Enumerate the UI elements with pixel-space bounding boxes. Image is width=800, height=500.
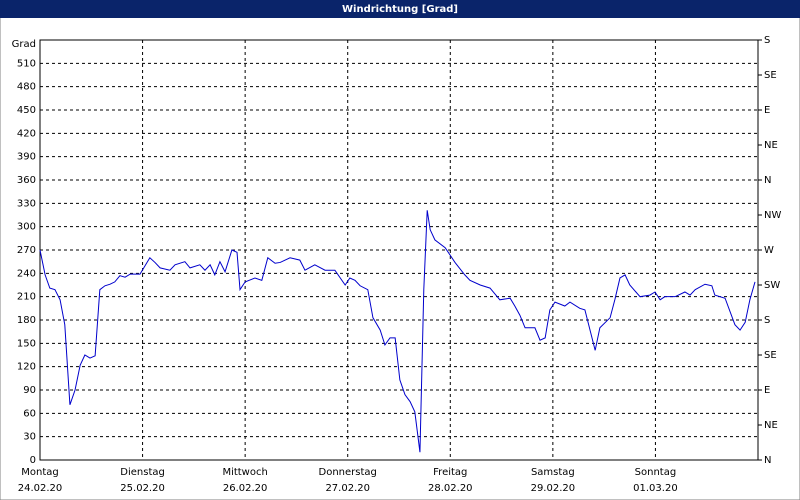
y-tick-label: 0: [30, 455, 36, 466]
y-tick-label: 510: [17, 58, 36, 69]
chart-title: Windrichtung [Grad]: [342, 4, 458, 15]
x-tick-label: Sonntag: [635, 467, 677, 478]
y-tick-label: 360: [17, 175, 36, 186]
y2-tick-label: NE: [764, 420, 778, 431]
x-tick-date: 24.02.20: [18, 483, 63, 494]
y-tick-label: 480: [17, 82, 36, 93]
y-tick-label: 240: [17, 268, 36, 279]
x-tick-label: Freitag: [433, 467, 467, 478]
y-tick-label: 420: [17, 128, 36, 139]
x-tick-label: Montag: [21, 467, 58, 478]
y-tick-label: 390: [17, 152, 36, 163]
x-tick-label: Samstag: [531, 467, 575, 478]
y2-tick-label: E: [764, 105, 770, 116]
line-series: [39, 210, 756, 453]
y-tick-label: 90: [23, 385, 36, 396]
y2-tick-label: N: [764, 175, 771, 186]
y-axis-label: Grad: [12, 39, 36, 50]
y2-tick-label: NE: [764, 140, 778, 151]
y-tick-label: 450: [17, 105, 36, 116]
y-tick-label: 270: [17, 245, 36, 256]
y-tick-label: 30: [23, 432, 36, 443]
x-tick-date: 01.03.20: [633, 483, 678, 494]
plot: 0 30 60 90 120 150 180 210 240 270 300 330 360 390 420…: [17, 35, 782, 494]
y2-tick-label: W: [764, 245, 774, 256]
x-tick-label: Donnerstag: [319, 467, 377, 478]
y2-tick-label: SE: [764, 70, 777, 81]
y-tick-label: 150: [17, 338, 36, 349]
y2-tick-label: S: [764, 35, 770, 46]
y2-tick-label: SW: [764, 280, 780, 291]
y-tick-label: 210: [17, 292, 36, 303]
x-tick-date: 28.02.20: [428, 483, 473, 494]
x-tick-date: 26.02.20: [223, 483, 268, 494]
title-bar: [0, 0, 800, 18]
y-tick-label: 120: [17, 362, 36, 373]
y2-tick-label: NW: [764, 210, 781, 221]
y-tick-label: 300: [17, 222, 36, 233]
x-tick-label: Mittwoch: [222, 467, 267, 478]
y2-tick-label: SE: [764, 350, 777, 361]
y2-tick-label: S: [764, 315, 770, 326]
x-tick-date: 25.02.20: [120, 483, 165, 494]
x-tick-date: 29.02.20: [531, 483, 576, 494]
x-tick-date: 27.02.20: [325, 483, 370, 494]
x-tick-label: Dienstag: [120, 467, 165, 478]
y2-tick-label: E: [764, 385, 770, 396]
y2-tick-label: N: [764, 455, 771, 466]
y-tick-label: 60: [23, 408, 36, 419]
y-tick-label: 330: [17, 198, 36, 209]
y-tick-label: 180: [17, 315, 36, 326]
